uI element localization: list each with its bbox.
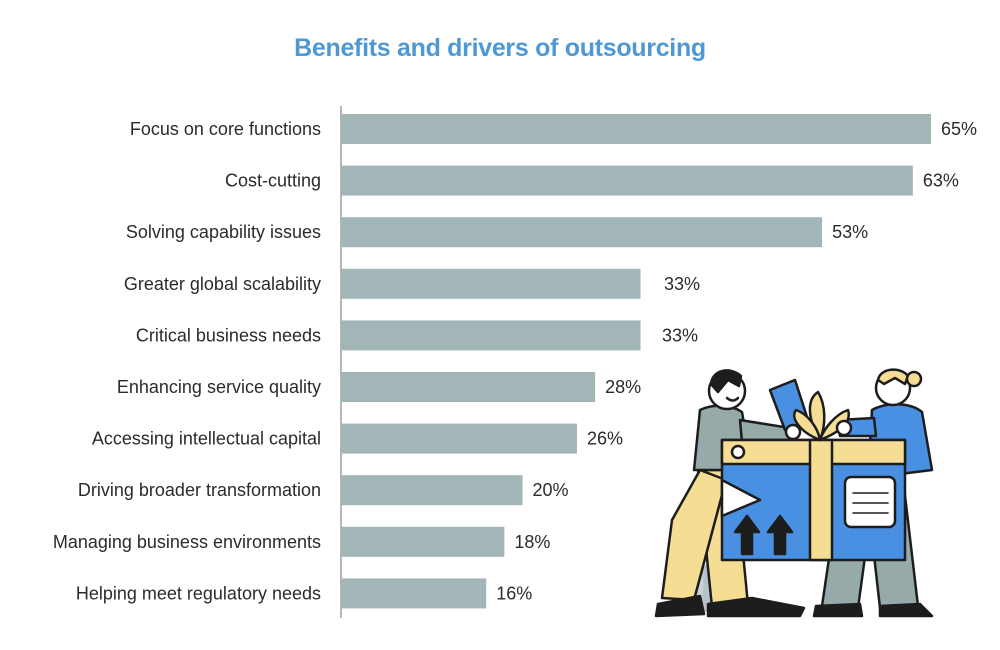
bar-4 [341,268,641,299]
bars-group [341,114,931,609]
two-people-holding-gift-box-illustration [654,368,934,618]
category-label-10: Helping meet regulatory needs [76,583,321,603]
value-label-2: 63% [923,171,959,191]
bar-5 [341,320,641,351]
value-label-10: 16% [496,583,532,603]
category-label-9: Managing business environments [53,532,321,552]
value-label-9: 18% [514,532,550,552]
bar-1 [341,114,931,144]
category-label-3: Solving capability issues [126,222,321,242]
bar-3 [341,217,823,248]
bar-8 [341,475,523,506]
value-labels-group: 65% 63% 53% 33% 33% 28% 26% 20% 18% 16% [496,119,977,603]
category-label-1: Focus on core functions [130,119,321,139]
value-label-7: 26% [587,429,623,449]
bar-9 [341,526,505,557]
value-label-4: 33% [664,274,700,294]
bar-2 [341,165,913,196]
value-label-6: 28% [605,377,641,397]
value-label-3: 53% [832,222,868,242]
value-label-5: 33% [662,325,698,345]
chart-title: Benefits and drivers of outsourcing [294,34,706,62]
category-labels-group: Focus on core functions Cost-cutting Solvi… [53,119,321,603]
gift-box [720,390,907,562]
category-label-6: Enhancing service quality [117,377,321,397]
right-hand [835,419,853,437]
category-label-5: Critical business needs [136,325,321,345]
value-label-8: 20% [533,480,569,500]
category-label-7: Accessing intellectual capital [92,429,321,449]
category-label-8: Driving broader transformation [78,480,321,500]
bar-7 [341,423,577,454]
left-hand [784,423,802,441]
bar-6 [341,372,596,402]
value-label-1: 65% [941,119,977,139]
bar-10 [341,578,487,609]
category-label-2: Cost-cutting [225,171,321,191]
category-label-4: Greater global scalability [124,274,321,294]
